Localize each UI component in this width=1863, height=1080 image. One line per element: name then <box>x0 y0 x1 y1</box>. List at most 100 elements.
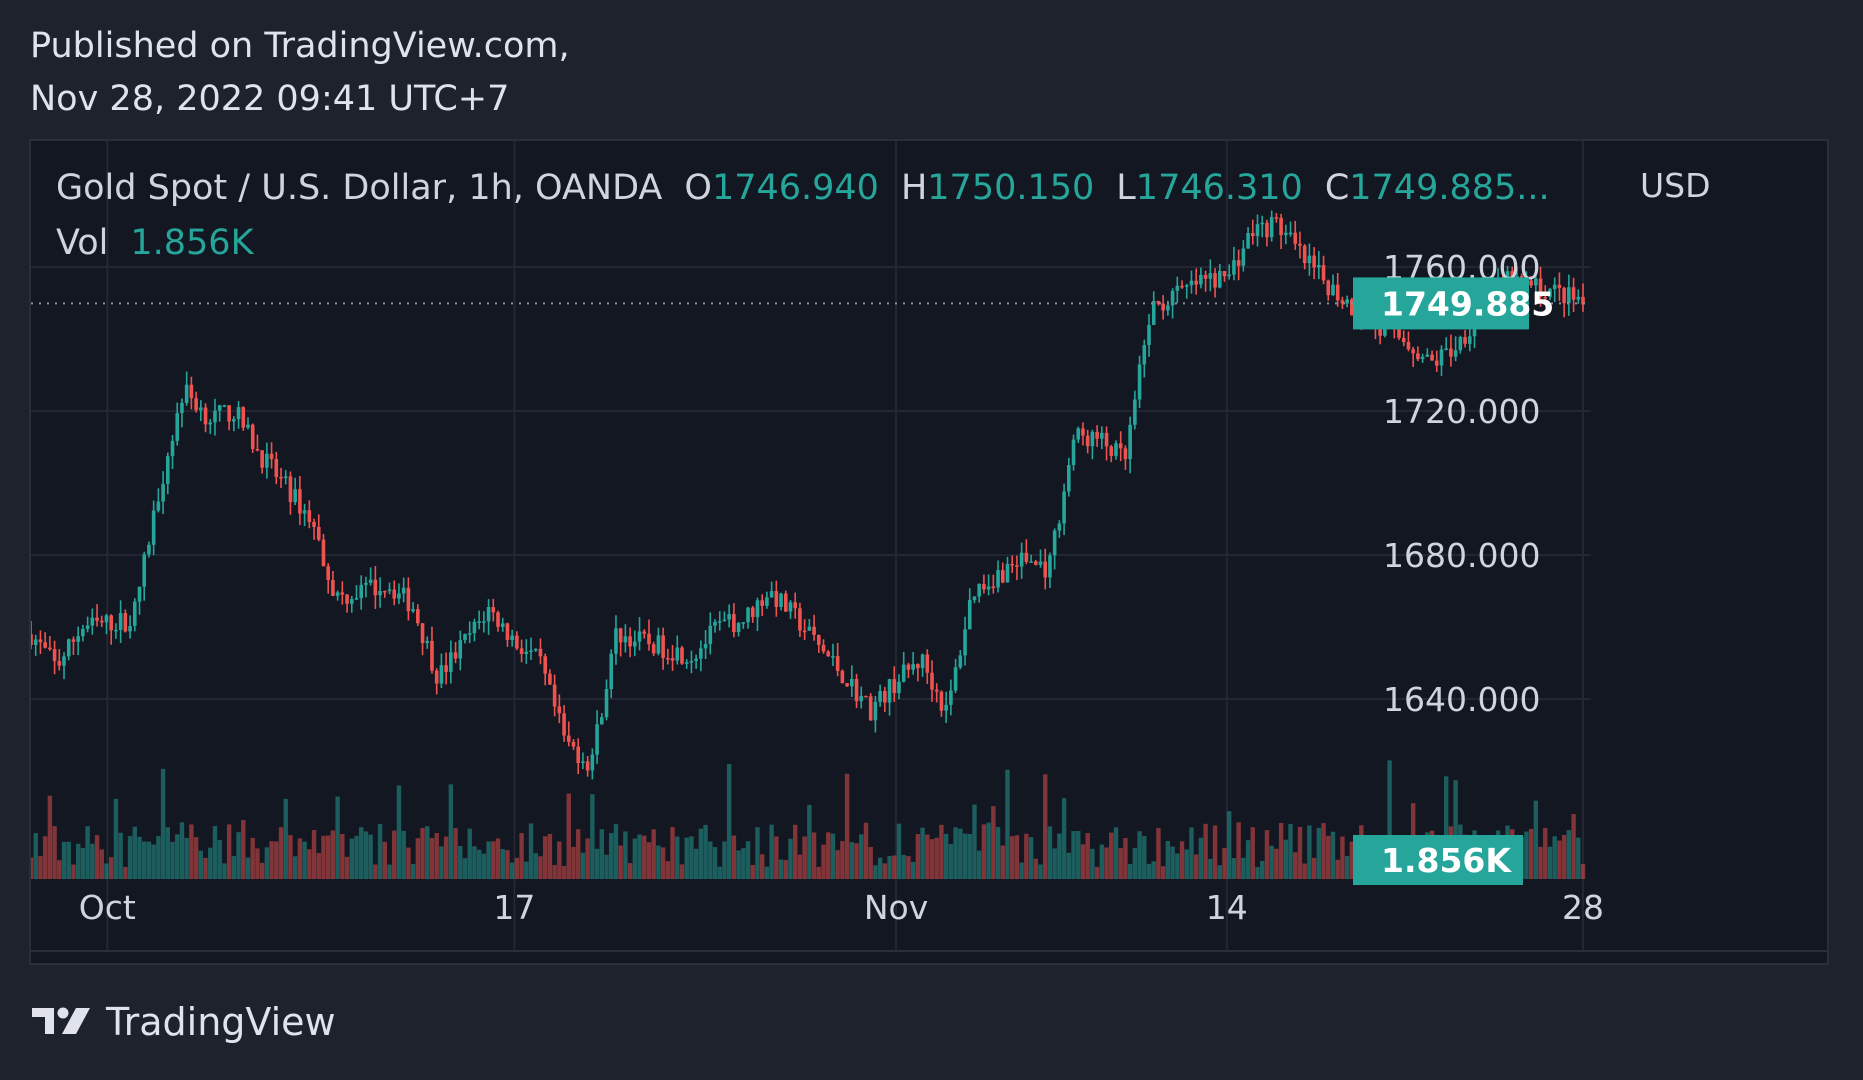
price-chart[interactable]: 1640.0001680.0001720.0001760.0001749.885… <box>31 141 1827 963</box>
volume-bar <box>599 829 604 879</box>
volume-bar <box>1019 862 1024 879</box>
currency-label[interactable]: USD <box>1640 166 1711 205</box>
candle-body <box>66 639 71 657</box>
tradingview-logo-icon[interactable] <box>30 1000 94 1042</box>
volume-bar <box>42 836 48 879</box>
volume-bar <box>241 819 246 879</box>
volume-bar <box>1217 865 1222 879</box>
volume-bar <box>901 854 906 879</box>
volume-bar <box>1005 769 1010 879</box>
candle-body <box>1100 432 1104 439</box>
candle-body <box>868 696 873 721</box>
volume-bar <box>349 838 354 879</box>
volume-bar <box>467 828 472 879</box>
candle-body <box>307 510 312 522</box>
candle-body <box>1529 280 1533 286</box>
candle-body <box>288 476 293 503</box>
volume-bar <box>269 841 274 879</box>
candle-body <box>434 670 439 684</box>
candle-body <box>137 586 142 602</box>
volume-bar <box>637 834 642 879</box>
candle-body <box>217 405 222 411</box>
volume-bar <box>1127 863 1133 879</box>
volume-bar <box>151 844 156 879</box>
volume-bar <box>797 854 803 879</box>
candle-body <box>397 593 401 599</box>
candle-body <box>651 644 656 654</box>
volume-bar <box>986 822 991 879</box>
candle-body <box>595 724 599 755</box>
candle-body <box>123 613 128 632</box>
candle-body <box>180 402 184 414</box>
volume-bar <box>1109 832 1114 879</box>
volume-bar <box>1307 825 1312 879</box>
volume-bar <box>123 866 128 879</box>
volume-bar <box>943 833 949 879</box>
high-value: 1750.150 <box>927 168 1095 208</box>
candle-body <box>43 642 47 648</box>
volume-bar <box>208 847 213 879</box>
candle-body <box>963 629 967 656</box>
candle-body <box>85 625 90 629</box>
volume-bar <box>439 846 444 879</box>
candle-body <box>1123 448 1128 460</box>
volume-bar <box>495 838 501 879</box>
volume-bar <box>363 831 369 879</box>
volume-bar <box>759 854 765 879</box>
volume-bar <box>892 855 897 879</box>
candle-body <box>222 405 227 407</box>
volume-bar <box>66 841 71 879</box>
low-value: 1746.310 <box>1135 168 1303 208</box>
candle-body <box>840 670 845 684</box>
volume-bar <box>920 827 925 879</box>
volume-bar <box>561 865 567 879</box>
volume-bar <box>61 841 67 879</box>
volume-bar <box>250 837 255 879</box>
candle-body <box>472 621 477 634</box>
candle-body <box>1071 439 1076 466</box>
volume-bar <box>292 856 298 879</box>
volume-bar <box>476 849 482 879</box>
candle-body <box>1161 303 1165 311</box>
candle-body <box>1463 337 1467 344</box>
candle-body <box>647 633 651 645</box>
candle-body <box>585 761 590 771</box>
candle-body <box>1505 271 1510 284</box>
volume-bar <box>1118 848 1123 879</box>
candle-body <box>699 648 703 659</box>
candle-body <box>1538 278 1543 298</box>
x-tick-label: Nov <box>864 888 928 927</box>
volume-bar <box>722 841 727 879</box>
symbol-name[interactable]: Gold Spot / U.S. Dollar, 1h, OANDA <box>56 168 663 208</box>
candle-body <box>906 664 911 670</box>
candle-body <box>48 647 52 650</box>
candle-body <box>934 689 939 692</box>
tradingview-brand-text[interactable]: TradingView <box>106 1000 336 1044</box>
candle-body <box>1543 297 1548 299</box>
volume-bar <box>443 836 449 879</box>
volume-bar <box>90 843 95 879</box>
last-volume-badge <box>1353 835 1523 885</box>
candle-body <box>1298 243 1302 246</box>
candle-body <box>666 658 670 660</box>
candle-body <box>482 621 486 623</box>
volume-bar <box>670 826 675 879</box>
candle-body <box>246 424 250 428</box>
volume-bar <box>509 862 515 879</box>
candle-body <box>279 476 283 479</box>
volume-bar <box>325 835 331 879</box>
volume-bar <box>948 844 954 879</box>
candle-body <box>1076 428 1081 440</box>
candle-body <box>411 609 415 612</box>
volume-bar <box>255 848 260 879</box>
chart-panel[interactable]: 1640.000 1680.000 1720.000 1760.000 1749.885… <box>29 139 1829 965</box>
volume-bar <box>165 827 171 879</box>
candle-body <box>1166 305 1170 311</box>
candle-body <box>1260 222 1265 225</box>
candle-body <box>1232 260 1236 275</box>
candle-body <box>1425 354 1430 357</box>
candle-body <box>1104 432 1109 447</box>
volume-bar <box>396 785 402 879</box>
candle-body <box>373 579 378 596</box>
volume-bar <box>882 863 888 879</box>
